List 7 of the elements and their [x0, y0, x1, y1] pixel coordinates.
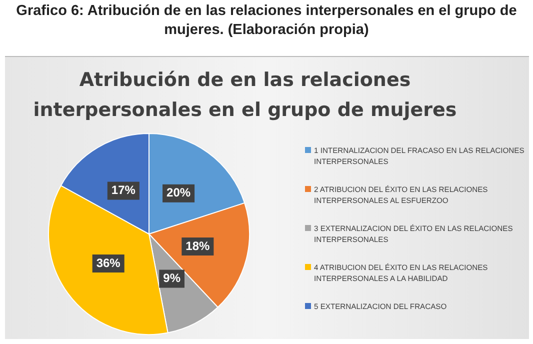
- chart-title: Atribución de en las relaciones interpersonales en el grupo de mujeres: [32, 68, 458, 123]
- data-label: 9%: [163, 271, 181, 286]
- data-label: 18%: [186, 238, 210, 253]
- data-label: 36%: [96, 256, 121, 270]
- text: Grafico 6: Atribución de en las relaciones interpersonales en el grupo de mujeres. (Elaboración propia): [15, 2, 518, 40]
- data-label: 20%: [166, 186, 191, 200]
- data-label: 17%: [111, 183, 136, 198]
